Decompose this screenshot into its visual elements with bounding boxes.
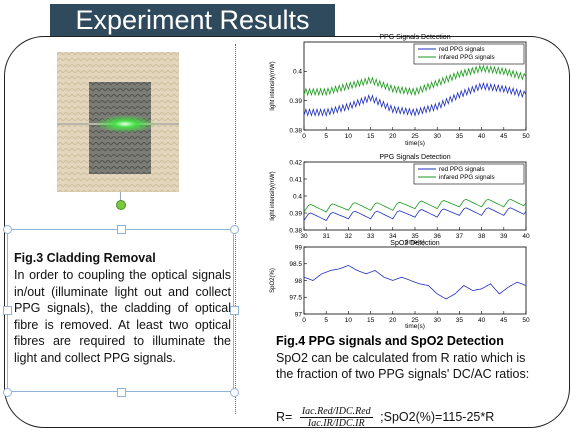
y-tick-label: 0.4 — [293, 193, 302, 200]
x-tick-label: 45 — [500, 317, 508, 324]
x-tick-label: 45 — [500, 133, 508, 140]
formula-numerator: Iac.Red/IDC.Red — [299, 406, 373, 418]
legend-box — [413, 163, 525, 185]
x-tick-label: 35 — [411, 233, 419, 240]
x-tick-label: 5 — [324, 317, 328, 324]
x-tick-label: 0 — [302, 317, 306, 324]
x-tick-label: 5 — [324, 133, 328, 140]
x-tick-label: 32 — [345, 233, 353, 240]
chart-title: PPG Signals Detection — [379, 34, 450, 41]
x-tick-label: 20 — [389, 133, 397, 140]
y-axis-label: SpO2(%) — [270, 268, 276, 293]
y-tick-label: 0.42 — [289, 159, 302, 166]
x-axis-label: time(s) — [405, 323, 425, 330]
rotate-connector — [120, 192, 121, 206]
x-tick-label: 30 — [434, 133, 442, 140]
x-tick-label: 36 — [434, 233, 442, 240]
series-line-0 — [303, 264, 527, 300]
rotate-handle[interactable] — [116, 200, 126, 210]
y-tick-label: 98.5 — [289, 261, 302, 268]
resize-handle-bottom-left[interactable] — [3, 388, 12, 397]
series-line-0 — [303, 207, 527, 222]
series-line-0 — [303, 81, 527, 117]
x-tick-label: 33 — [367, 233, 375, 240]
x-tick-label: 35 — [456, 133, 464, 140]
x-tick-label: 40 — [522, 233, 530, 240]
formula-denominator: Iac.IR/IDC.IR — [307, 418, 365, 429]
y-axis-label: light intensity(mW) — [270, 61, 276, 110]
formula-fraction: Iac.Red/IDC.Red Iac.IR/IDC.IR — [299, 406, 373, 429]
x-tick-label: 15 — [367, 317, 375, 324]
x-tick-label: 37 — [456, 233, 464, 240]
x-tick-label: 25 — [411, 317, 419, 324]
x-tick-label: 25 — [411, 133, 419, 140]
y-axis-label: light intensity(mW) — [270, 171, 276, 220]
x-tick-label: 50 — [522, 317, 530, 324]
y-tick-label: 99 — [295, 244, 303, 251]
resize-handle-bottom[interactable] — [117, 388, 126, 397]
fig3-title: Fig.3 Cladding Removal — [14, 251, 156, 265]
fig4-body: SpO2 can be calculated from R ratio whic… — [276, 351, 530, 381]
resize-handle-top-left[interactable] — [3, 225, 12, 234]
x-tick-label: 40 — [478, 317, 486, 324]
formula-rhs: ;SpO2(%)=115-25*R — [380, 409, 495, 424]
x-tick-label: 0 — [302, 133, 306, 140]
ppg-chart-zoom: PPG Signals Detection time(s) light intens… — [270, 154, 530, 246]
legend-label: red PPG signals — [439, 46, 485, 53]
series-line-1 — [303, 64, 527, 97]
y-tick-label: 0.39 — [289, 98, 302, 105]
resize-handle-top[interactable] — [117, 225, 126, 234]
r-ratio-formula: R= Iac.Red/IDC.Red Iac.IR/IDC.IR ;SpO2(%… — [276, 406, 494, 429]
x-tick-label: 30 — [434, 317, 442, 324]
x-tick-label: 50 — [522, 133, 530, 140]
fig3-body: In order to coupling the optical signals… — [14, 268, 231, 365]
x-tick-label: 20 — [389, 317, 397, 324]
legend-label: infared PPG signals — [439, 54, 495, 61]
x-tick-label: 10 — [345, 317, 353, 324]
chart-title: PPG Signals Detection — [379, 154, 450, 161]
y-tick-label: 0.39 — [289, 210, 302, 217]
x-axis-label: time(s) — [405, 140, 425, 147]
x-tick-label: 39 — [500, 233, 508, 240]
x-tick-label: 38 — [478, 233, 486, 240]
x-tick-label: 15 — [367, 133, 375, 140]
y-tick-label: 98 — [295, 278, 303, 285]
fig4-title: Fig.4 PPG signals and SpO2 Detection — [276, 334, 504, 348]
x-tick-label: 34 — [389, 233, 397, 240]
y-tick-label: 97 — [295, 311, 303, 318]
plot-area — [303, 246, 527, 315]
legend-label: red PPG signals — [439, 166, 485, 173]
y-tick-label: 97.5 — [289, 295, 302, 302]
y-tick-label: 0.38 — [289, 127, 302, 134]
formula-lhs: R= — [276, 409, 293, 424]
y-tick-label: 0.41 — [289, 176, 302, 183]
y-tick-label: 0.4 — [293, 69, 302, 76]
x-axis-label: time(s) — [405, 239, 425, 246]
x-tick-label: 10 — [345, 133, 353, 140]
x-tick-label: 40 — [478, 133, 486, 140]
resize-handle-left[interactable] — [3, 306, 12, 315]
cladding-photo — [57, 52, 179, 192]
slide-title: Experiment Results — [50, 4, 335, 36]
legend-label: infared PPG signals — [439, 174, 495, 181]
series-line-1 — [303, 198, 527, 213]
y-tick-label: 0.38 — [289, 227, 302, 234]
resize-handle-top-right[interactable] — [230, 225, 239, 234]
x-tick-label: 35 — [456, 317, 464, 324]
resize-handle-right[interactable] — [230, 306, 239, 315]
x-tick-label: 30 — [300, 233, 308, 240]
fig3-textbox[interactable]: Fig.3 Cladding Removal In order to coupl… — [7, 229, 234, 392]
legend-box — [413, 43, 525, 65]
chart-title: SpO2 Detection — [390, 240, 440, 247]
resize-handle-bottom-right[interactable] — [230, 388, 239, 397]
x-tick-label: 31 — [323, 233, 331, 240]
ppg-chart-full: PPG Signals Detection time(s) light intens… — [270, 34, 530, 147]
